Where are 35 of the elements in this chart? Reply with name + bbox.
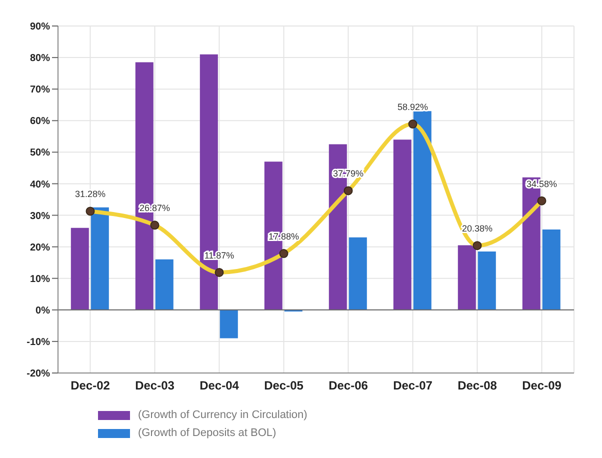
y-tick-label: 80% [30, 53, 50, 64]
x-tick-label: Dec-09 [522, 378, 562, 393]
legend-label: (Growth of Deposits at BOL) [138, 427, 276, 439]
bar [478, 252, 496, 310]
bar [393, 140, 412, 310]
x-tick-label: Dec-03 [135, 378, 175, 393]
y-tick-label: 70% [30, 84, 50, 96]
x-tick-label: Dec-06 [328, 378, 368, 393]
data-label: 37.79% [332, 168, 364, 179]
bar [542, 229, 560, 310]
bar [413, 111, 432, 310]
x-tick-label: Dec-05 [264, 378, 304, 393]
y-tick-label: 60% [30, 116, 50, 128]
y-tick-label: 10% [30, 274, 50, 285]
bar [220, 310, 238, 338]
y-tick-label: 20% [30, 242, 50, 254]
bar [90, 207, 109, 310]
bar [70, 228, 89, 310]
y-tick-label: 40% [30, 179, 50, 190]
y-tick-label: 30% [30, 210, 50, 222]
y-tick-label: 0% [36, 305, 50, 316]
x-tick-label: Dec-08 [458, 378, 498, 393]
bar [348, 237, 367, 310]
data-label: 58.92% [397, 102, 428, 112]
legend-label: (Growth of Currency in Circulation) [138, 409, 308, 421]
x-tick-label: Dec-02 [70, 378, 110, 393]
y-tick-label: -10% [26, 337, 50, 348]
data-label: 31.28% [74, 189, 106, 200]
y-tick-label: 90% [30, 22, 50, 33]
y-tick-label: 50% [30, 148, 50, 159]
bar [155, 259, 174, 310]
y-tick-label: -20% [26, 368, 50, 380]
bar [458, 245, 476, 310]
x-tick-label: Dec-07 [393, 378, 433, 393]
x-tick-label: Dec-04 [200, 378, 240, 393]
